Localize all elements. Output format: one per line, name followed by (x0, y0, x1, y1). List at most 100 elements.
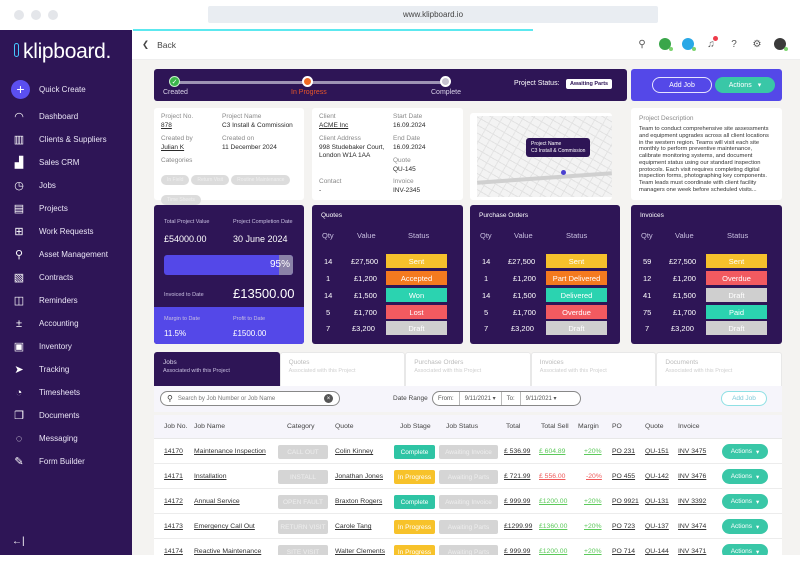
job-name-link[interactable]: Emergency Call Out (194, 523, 255, 530)
col-job-status[interactable]: Job Status (446, 423, 479, 430)
klipboard-logo[interactable]: klipboard. (14, 40, 111, 64)
total-sell-value[interactable]: £1360.00 (539, 523, 568, 530)
messages-icon[interactable] (682, 38, 696, 51)
total-value[interactable]: £ 721.99 (504, 473, 531, 480)
quick-create-button[interactable]: + Quick Create (0, 75, 132, 103)
stats-row[interactable]: 1 £1,200 Part Delivered (470, 271, 620, 285)
job-no-link[interactable]: 14173 (164, 523, 183, 530)
quote-contact-link[interactable]: Jonathan Jones (335, 473, 383, 480)
sidebar-item-jobs[interactable]: ◷ Jobs (0, 174, 132, 197)
margin-value[interactable]: +20% (584, 448, 602, 455)
stats-row[interactable]: 7 £3,200 Draft (631, 321, 782, 335)
user-avatar-icon[interactable] (774, 38, 788, 51)
total-sell-value[interactable]: £1200.00 (539, 498, 568, 505)
invoice-link[interactable]: INV 3392 (678, 498, 707, 505)
map-pin-icon[interactable] (561, 170, 566, 175)
add-job-button-secondary[interactable]: Add Job (721, 391, 767, 406)
col-job-stage[interactable]: Job Stage (400, 423, 431, 430)
category-chip[interactable]: In Field (161, 175, 190, 185)
margin-value[interactable]: +20% (584, 523, 602, 530)
stats-row[interactable]: 5 £1,700 Lost (312, 305, 463, 319)
quote-contact-link[interactable]: Walter Clements (335, 548, 385, 555)
invoice-link[interactable]: INV 3475 (678, 448, 707, 455)
add-job-button[interactable]: Add Job (652, 77, 712, 93)
table-row[interactable]: 14170 Maintenance Inspection CALL OUT Co… (154, 439, 782, 464)
quote-link[interactable]: QU-144 (645, 548, 669, 555)
category-chip[interactable]: Time Sheets (161, 195, 201, 205)
col-total-sell[interactable]: Total Sell (541, 423, 569, 430)
col-invoice[interactable]: Invoice (678, 423, 700, 430)
back-button[interactable]: ❮ Back (142, 39, 176, 50)
stats-row[interactable]: 75 £1,700 Paid (631, 305, 782, 319)
total-sell-value[interactable]: £ 556.00 (539, 473, 566, 480)
margin-value[interactable]: +20% (584, 548, 602, 555)
po-link[interactable]: PO 723 (612, 523, 636, 530)
stats-row[interactable]: 14 £1,500 Won (312, 288, 463, 302)
chat-bot-icon[interactable] (659, 38, 673, 51)
quote-link[interactable]: QU-137 (645, 523, 669, 530)
sidebar-item-sales-crm[interactable]: ▟ Sales CRM (0, 151, 132, 174)
col-po[interactable]: PO (612, 423, 622, 430)
margin-value[interactable]: +20% (584, 498, 602, 505)
sidebar-item-documents[interactable]: ❐ Documents (0, 404, 132, 427)
row-actions-button[interactable]: Actions ▾ (722, 469, 768, 484)
stats-row[interactable]: 5 £1,700 Overdue (470, 305, 620, 319)
table-row[interactable]: 14173 Emergency Call Out RETURN VISIT Ca… (154, 514, 782, 539)
project-no-link[interactable]: 878 (161, 122, 172, 129)
margin-value[interactable]: -20% (586, 473, 602, 480)
sidebar-item-inventory[interactable]: ▣ Inventory (0, 335, 132, 358)
stats-row[interactable]: 14 £1,500 Delivered (470, 288, 620, 302)
table-row[interactable]: 14172 Annual Service OPEN FAULT Braxton … (154, 489, 782, 514)
close-window-dot[interactable] (14, 10, 24, 20)
job-no-link[interactable]: 14172 (164, 498, 183, 505)
row-actions-button[interactable]: Actions ▾ (722, 544, 768, 555)
notifications-icon[interactable]: ♫ (705, 36, 718, 50)
total-value[interactable]: £1299.99 (504, 523, 533, 530)
total-value[interactable]: £ 536.99 (504, 448, 531, 455)
quote-contact-link[interactable]: Colin Kinney (335, 448, 374, 455)
to-date-select[interactable]: 9/11/2021 ▾ (525, 395, 557, 403)
tab-invoices[interactable]: Invoices Associated with this Project (530, 352, 657, 386)
total-value[interactable]: £ 999.99 (504, 498, 531, 505)
job-name-link[interactable]: Reactive Maintenance (194, 548, 262, 555)
stats-row[interactable]: 14 £27,500 Sent (312, 254, 463, 268)
collapse-sidebar-icon[interactable]: ←| (12, 536, 25, 547)
job-no-link[interactable]: 14174 (164, 548, 183, 555)
sidebar-item-contracts[interactable]: ▧ Contracts (0, 266, 132, 289)
stats-row[interactable]: 59 £27,500 Sent (631, 254, 782, 268)
col-quote[interactable]: Quote (335, 423, 354, 430)
po-link[interactable]: PO 231 (612, 448, 636, 455)
invoice-value[interactable]: INV-2345 (393, 187, 421, 194)
from-date-select[interactable]: 9/11/2021 ▾ (460, 392, 502, 405)
maximize-window-dot[interactable] (48, 10, 58, 20)
job-no-link[interactable]: 14170 (164, 448, 183, 455)
total-sell-value[interactable]: £ 604.89 (539, 448, 566, 455)
created-by-link[interactable]: Julian K (161, 144, 185, 151)
total-sell-value[interactable]: £1200.00 (539, 548, 568, 555)
actions-dropdown-button[interactable]: Actions ▾ (715, 77, 775, 93)
row-actions-button[interactable]: Actions ▾ (722, 519, 768, 534)
quote-link[interactable]: QU-142 (645, 473, 669, 480)
invoice-link[interactable]: INV 3474 (678, 523, 707, 530)
sidebar-item-dashboard[interactable]: ◠ Dashboard (0, 105, 132, 128)
total-value[interactable]: £ 999.99 (504, 548, 531, 555)
search-icon[interactable]: ⚲ (638, 38, 646, 50)
quote-contact-link[interactable]: Braxton Rogers (335, 498, 383, 505)
clear-search-icon[interactable]: × (324, 394, 333, 403)
sidebar-item-work-requests[interactable]: ⊞ Work Requests (0, 220, 132, 243)
sidebar-item-asset-management[interactable]: ⚲ Asset Management (0, 243, 132, 266)
project-map[interactable]: Project Name C3 Install & Commission (477, 116, 612, 197)
project-status-badge[interactable]: Awaiting Parts (566, 79, 613, 89)
address-bar[interactable]: www.klipboard.io (208, 6, 658, 23)
tab-purchase-orders[interactable]: Purchase Orders Associated with this Proj… (405, 352, 531, 386)
sidebar-item-projects[interactable]: ▤ Projects (0, 197, 132, 220)
stats-row[interactable]: 12 £1,200 Overdue (631, 271, 782, 285)
col-job-no[interactable]: Job No. (164, 423, 188, 430)
po-link[interactable]: PO 9921 (612, 498, 639, 505)
sidebar-item-accounting[interactable]: ± Accounting (0, 312, 132, 335)
stats-row[interactable]: 14 £27,500 Sent (470, 254, 620, 268)
row-actions-button[interactable]: Actions ▾ (722, 494, 768, 509)
col-category[interactable]: Category (287, 423, 315, 430)
job-name-link[interactable]: Annual Service (194, 498, 240, 505)
minimize-window-dot[interactable] (31, 10, 41, 20)
